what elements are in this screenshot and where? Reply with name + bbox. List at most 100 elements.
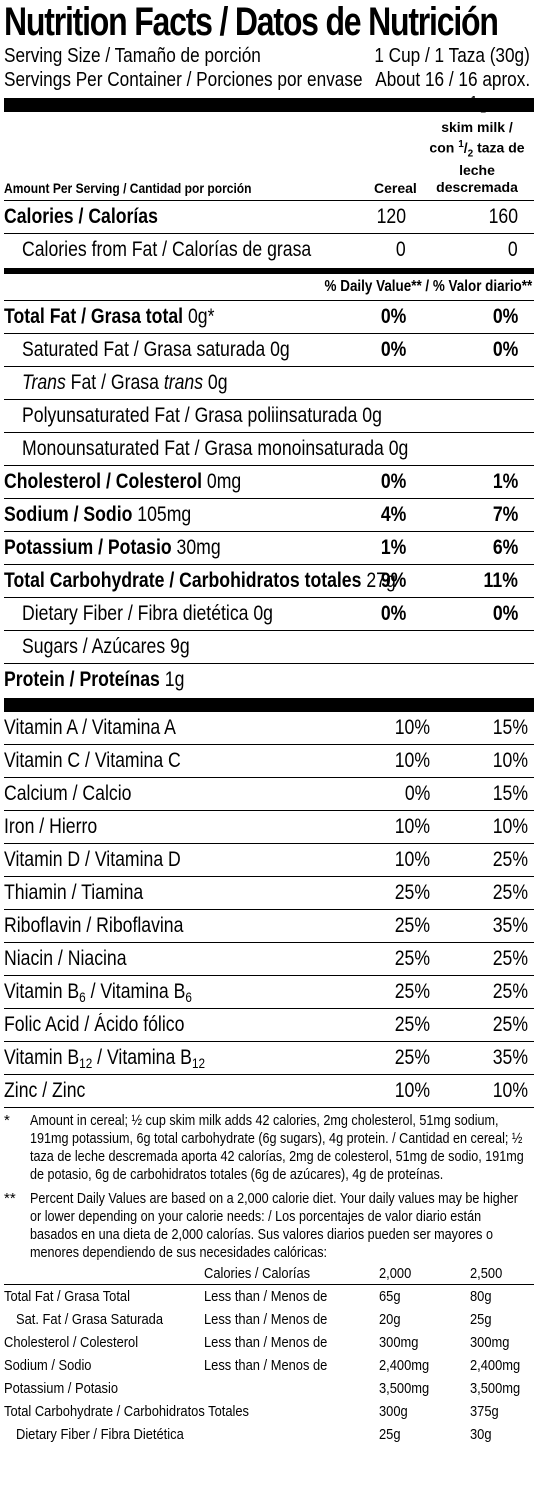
daily-values-table: Calories / Calorías 2,000 2,500 Total Fa… (4, 1262, 534, 1446)
footnote-amount-in-cereal: * Amount in cereal; ½ cup skim milk adds… (4, 1107, 534, 1184)
nutrient-name: Sugars / Azúcares 9g (22, 635, 190, 658)
daily-values-table-row: Total Carbohydrate / Carbohidratos Total… (4, 1400, 534, 1423)
table-cell-nutrient: Cholesterol / Colesterol (4, 1334, 139, 1351)
nutrient-name: Sodium / Sodio 105mg (4, 503, 192, 526)
daily-values-table-row: Cholesterol / Colesterol Less than / Meno… (4, 1331, 534, 1354)
vitamin-cereal-dv: 25% (394, 914, 430, 937)
nutrient-milk-dv: 11% (483, 569, 518, 592)
table-cell-2500: 80g (470, 1288, 492, 1305)
servings-per-container-label: Servings Per Container / Porciones por e… (4, 69, 363, 91)
vitamin-cereal-dv: 0% (404, 782, 430, 805)
nutrient-row: Protein / Proteínas 1g (4, 663, 534, 696)
vitamin-row: Riboflavin / Riboflavina 25% 35% (4, 909, 534, 942)
footnote-mark: ** (4, 1190, 16, 1207)
nutrient-cereal-dv: 0% (380, 338, 406, 361)
vitamin-row: Iron / Hierro 10% 10% (4, 810, 534, 843)
calories-milk: 160 (488, 205, 518, 228)
vitamin-cereal-dv: 25% (394, 881, 430, 904)
table-header-rule (4, 1284, 534, 1285)
nutrient-row: Polyunsaturated Fat / Grasa poliinsatura… (4, 399, 534, 432)
vitamin-milk-dv: 25% (492, 1013, 528, 1036)
vitamin-milk-dv: 25% (492, 980, 528, 1003)
nutrient-milk-dv: 6% (492, 536, 518, 559)
column-header: Amount Per Serving / Cantidad por porció… (4, 95, 534, 200)
footnote-text: Amount in cereal; ½ cup skim milk adds 4… (30, 1112, 524, 1183)
daily-values-table-row: Dietary Fiber / Fibra Dietética 25g 30g (4, 1423, 534, 1446)
vitamin-name: Niacin / Niacina (4, 947, 127, 970)
vitamin-milk-dv: 25% (492, 947, 528, 970)
table-cell-nutrient: Sodium / Sodio (4, 1357, 92, 1374)
table-cell-2000: 300mg (379, 1334, 419, 1351)
vitamin-row: Vitamin B12 / Vitamina B12 25% 35% (4, 1041, 534, 1074)
vitamin-cereal-dv: 10% (394, 716, 430, 739)
footnote-daily-values: ** Percent Daily Values are based on a 2… (4, 1190, 534, 1262)
serving-size-label: Serving Size / Tamaño de porción (4, 45, 261, 67)
nutrient-name: Dietary Fiber / Fibra dietética 0g (22, 602, 274, 625)
vitamin-milk-dv: 10% (492, 815, 528, 838)
vitamin-cereal-dv: 25% (394, 1013, 430, 1036)
amount-per-serving-label: Amount Per Serving / Cantidad por porció… (4, 180, 252, 196)
nutrient-name: Protein / Proteínas 1g (4, 668, 185, 691)
vitamin-row: Vitamin A / Vitamina A 10% 15% (4, 712, 534, 744)
vitamin-row: Vitamin D / Vitamina D 10% 25% (4, 843, 534, 876)
table-cell-2000: 2,400mg (379, 1357, 430, 1374)
serving-size-row: Serving Size / Tamaño de porción 1 Cup /… (4, 44, 534, 68)
calories-from-fat-milk: 0 (508, 238, 518, 261)
table-cell-2000: 300g (379, 1403, 408, 1420)
calories-from-fat-label: Calories from Fat / Calorías de grasa (22, 238, 312, 261)
vitamin-row: Zinc / Zinc 10% 10% (4, 1074, 534, 1107)
vitamin-milk-dv: 15% (492, 782, 528, 805)
nutrient-row: Dietary Fiber / Fibra dietética 0g 0% 0% (4, 597, 534, 630)
daily-values-table-header: Calories / Calorías 2,000 2,500 (4, 1262, 534, 1285)
table-cell-nutrient: Sat. Fat / Grasa Saturada (16, 1311, 163, 1328)
label-title: Nutrition Facts / Datos de Nutrición (4, 0, 499, 44)
vitamin-milk-dv: 35% (492, 914, 528, 937)
nutrient-cereal-dv: 9% (380, 569, 406, 592)
vitamin-cereal-dv: 10% (394, 749, 430, 772)
footnote-text: Percent Daily Values are based on a 2,00… (30, 1190, 518, 1261)
vitamin-milk-dv: 25% (492, 848, 528, 871)
calories-from-fat-cereal: 0 (396, 238, 406, 261)
nutrient-row: Trans Fat / Grasa trans 0g (4, 366, 534, 399)
vitamin-cereal-dv: 25% (394, 1046, 430, 1069)
daily-values-table-row: Potassium / Potasio 3,500mg 3,500mg (4, 1377, 534, 1400)
footnote-mark: * (4, 1112, 10, 1129)
table-cell-2500: 30g (470, 1426, 492, 1443)
nutrient-row: Saturated Fat / Grasa saturada 0g 0% 0% (4, 333, 534, 366)
calories-cereal: 120 (376, 205, 406, 228)
calories-from-fat-row: Calories from Fat / Calorías de grasa 0 … (4, 233, 534, 266)
table-cell-2000: 25g (379, 1426, 401, 1443)
table-cell-2500: 2,400mg (470, 1357, 521, 1374)
table-cell-2000: 65g (379, 1288, 401, 1305)
table-header-2000: 2,000 (379, 1265, 412, 1282)
nutrient-name: Cholesterol / Colesterol 0mg (4, 470, 242, 493)
nutrient-cereal-dv: 0% (380, 470, 406, 493)
table-cell-limit: Less than / Menos de (204, 1288, 328, 1305)
table-cell-2500: 300mg (470, 1334, 510, 1351)
vitamin-list: Vitamin A / Vitamina A 10% 15% Vitamin C / … (4, 712, 534, 1107)
vitamin-name: Folic Acid / Ácido fólico (4, 1013, 185, 1036)
table-cell-2500: 25g (470, 1311, 492, 1328)
nutrient-name: Trans Fat / Grasa trans 0g (22, 371, 228, 394)
table-cell-limit: Less than / Menos de (204, 1334, 328, 1351)
nutrient-row: Total Fat / Grasa total 0g* 0% 0% (4, 300, 534, 333)
table-cell-nutrient: Total Fat / Grasa Total (4, 1288, 130, 1305)
nutrient-milk-dv: 0% (492, 305, 518, 328)
table-cell-2000: 3,500mg (379, 1380, 430, 1397)
vitamin-row: Thiamin / Tiamina 25% 25% (4, 876, 534, 909)
vitamin-milk-dv: 10% (492, 749, 528, 772)
nutrient-cereal-dv: 0% (380, 602, 406, 625)
vitamin-milk-dv: 25% (492, 881, 528, 904)
nutrient-row: Monounsaturated Fat / Grasa monoinsatura… (4, 432, 534, 465)
vitamin-cereal-dv: 10% (394, 815, 430, 838)
table-cell-2000: 20g (379, 1311, 401, 1328)
nutrient-cereal-dv: 4% (380, 503, 406, 526)
vitamin-milk-dv: 35% (492, 1046, 528, 1069)
daily-value-header: % Daily Value** / % Valor diario** (324, 278, 532, 295)
nutrient-milk-dv: 1% (492, 470, 518, 493)
calories-label: Calories / Calorías (4, 205, 158, 228)
nutrient-row: Cholesterol / Colesterol 0mg 0% 1% (4, 465, 534, 498)
nutrient-name: Monounsaturated Fat / Grasa monoinsatura… (22, 437, 409, 460)
nutrient-row: Sodium / Sodio 105mg 4% 7% (4, 498, 534, 531)
serving-size-value: 1 Cup / 1 Taza (30g) (374, 45, 530, 67)
